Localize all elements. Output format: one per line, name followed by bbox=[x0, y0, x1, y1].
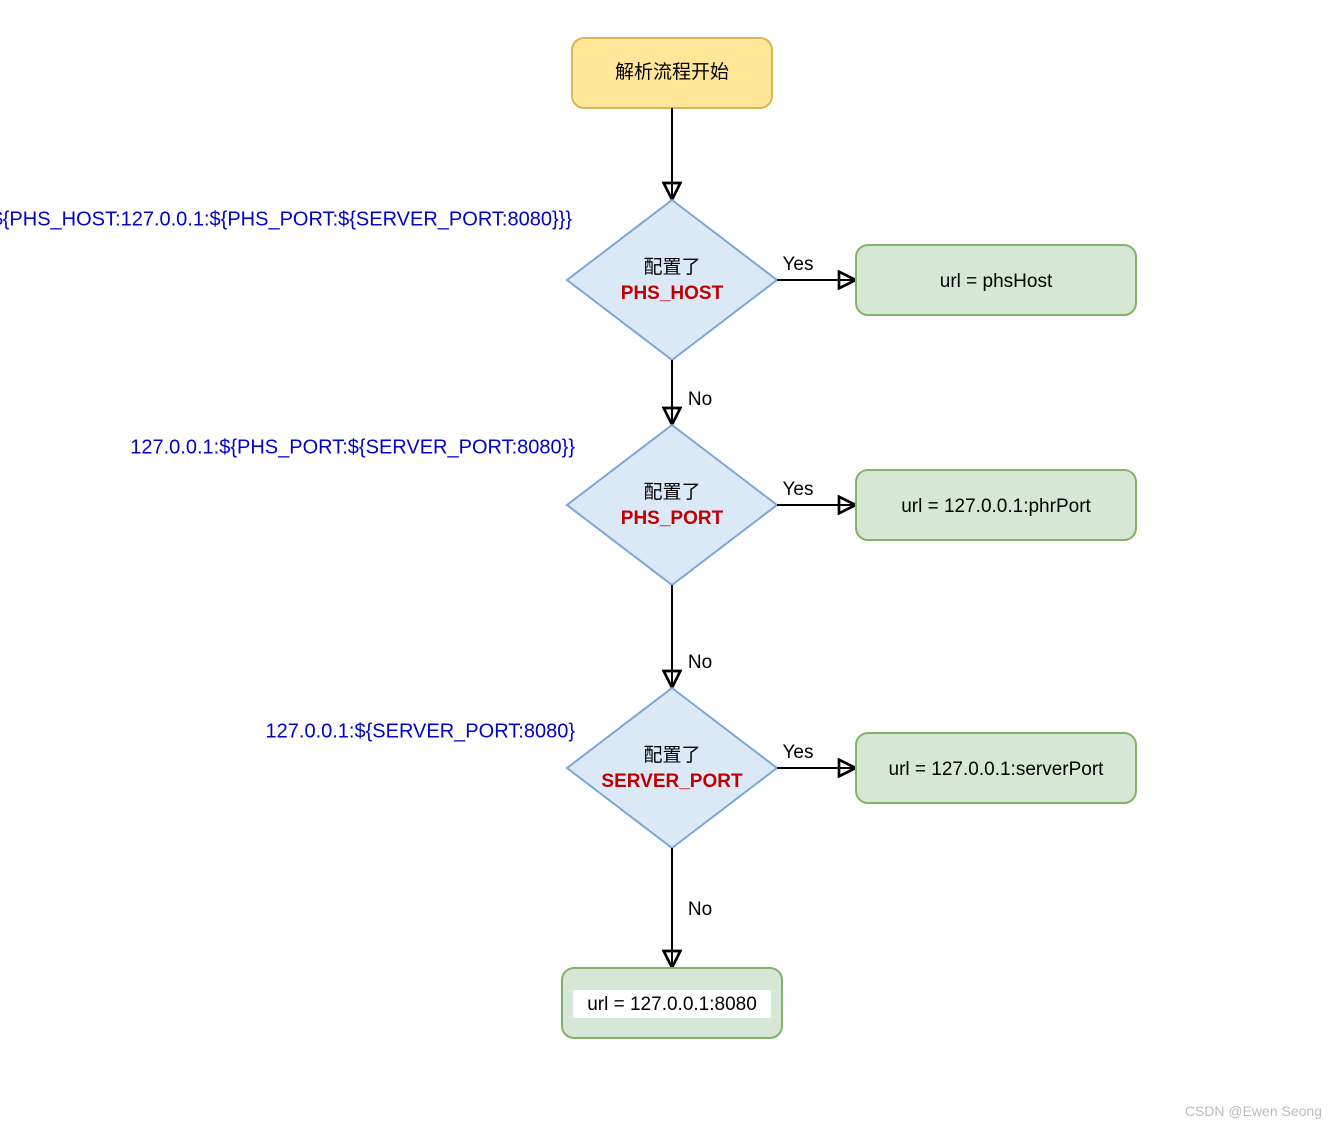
decision-phs-port bbox=[567, 425, 777, 585]
label-no-3: No bbox=[688, 899, 712, 920]
decision-phs-host bbox=[567, 200, 777, 360]
d2-line2: PHS_PORT bbox=[621, 508, 724, 529]
r3-label: url = 127.0.0.1:serverPort bbox=[889, 759, 1105, 780]
watermark: CSDN @Ewen Seong bbox=[1185, 1103, 1322, 1119]
start-label: 解析流程开始 bbox=[615, 61, 729, 83]
d2-line1: 配置了 bbox=[643, 482, 700, 503]
d1-line1: 配置了 bbox=[643, 257, 700, 278]
label-no-2: No bbox=[688, 652, 712, 673]
label-no-1: No bbox=[688, 389, 712, 410]
label-yes-3: Yes bbox=[783, 742, 814, 763]
r1-label: url = phsHost bbox=[940, 271, 1053, 292]
decision-server-port bbox=[567, 688, 777, 848]
d3-line1: 配置了 bbox=[643, 745, 700, 766]
r4-label: url = 127.0.0.1:8080 bbox=[587, 994, 757, 1015]
d3-line2: SERVER_PORT bbox=[601, 771, 743, 792]
label-yes-1: Yes bbox=[783, 254, 814, 275]
label-yes-2: Yes bbox=[783, 479, 814, 500]
side-label-d1: ${PHS_HOST:127.0.0.1:${PHS_PORT:${SERVER… bbox=[0, 208, 572, 230]
d1-line2: PHS_HOST bbox=[621, 283, 724, 304]
side-label-d2: 127.0.0.1:${PHS_PORT:${SERVER_PORT:8080}… bbox=[130, 436, 575, 458]
r2-label: url = 127.0.0.1:phrPort bbox=[901, 496, 1091, 517]
side-label-d3: 127.0.0.1:${SERVER_PORT:8080} bbox=[266, 720, 576, 742]
